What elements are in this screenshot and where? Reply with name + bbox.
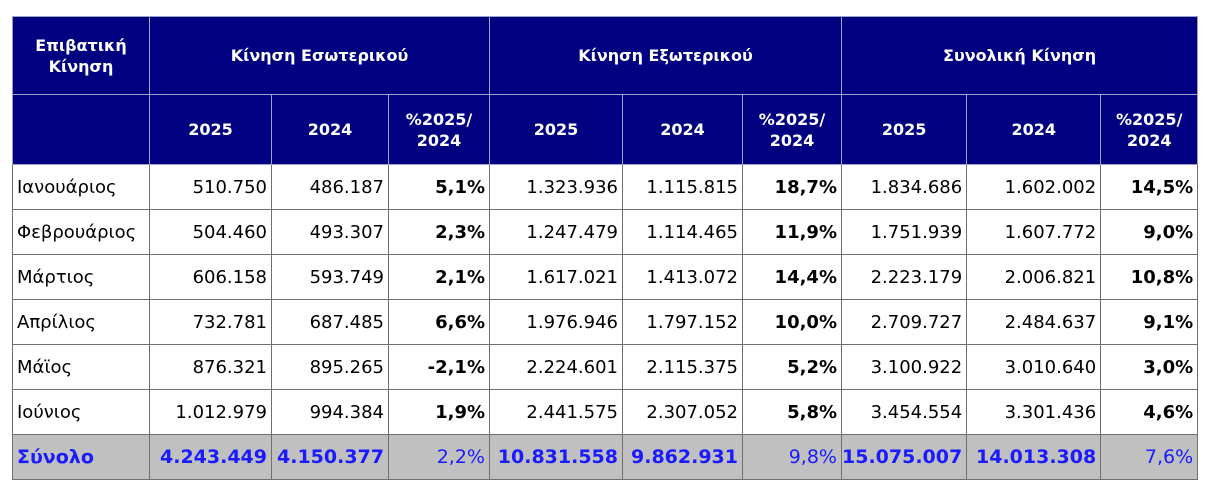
pct-change-cell: 5,2% (742, 344, 842, 390)
group-header-domestic: Κίνηση Εσωτερικού (149, 16, 490, 95)
table-row: Ιανουάριος 510.750 486.187 5,1% 1.323.936 1.1… (12, 164, 1199, 210)
total-label: Σύνολο (12, 434, 150, 480)
value-cell: 493.307 (271, 209, 389, 255)
col-header-2025: 2025 (840, 94, 968, 165)
month-cell: Απρίλιος (12, 299, 150, 345)
pct-change-cell: 5,8% (742, 389, 842, 435)
value-cell: 2.223.179 (840, 254, 968, 300)
pct-change-cell: 11,9% (742, 209, 842, 255)
value-cell: 2.441.575 (489, 389, 623, 435)
pct-change-cell: 5,1% (388, 164, 490, 210)
total-pct-cell: 7,6% (1100, 434, 1199, 480)
corner-header-blank (12, 94, 150, 165)
col-header-2025: 2025 (149, 94, 272, 165)
month-cell: Φεβρουάριος (12, 209, 150, 255)
value-cell: 1.602.002 (966, 164, 1102, 210)
pct-change-cell: 10,8% (1100, 254, 1199, 300)
table-row: Απρίλιος 732.781 687.485 6,6% 1.976.946 1.797… (12, 299, 1199, 345)
value-cell: 2.709.727 (840, 299, 968, 345)
value-cell: 876.321 (149, 344, 272, 390)
value-cell: 504.460 (149, 209, 272, 255)
value-cell: 994.384 (271, 389, 389, 435)
value-cell: 606.158 (149, 254, 272, 300)
group-header-international: Κίνηση Εξωτερικού (489, 16, 842, 95)
value-cell: 1.617.021 (489, 254, 623, 300)
value-cell: 3.454.554 (840, 389, 968, 435)
value-cell: 732.781 (149, 299, 272, 345)
value-cell: 593.749 (271, 254, 389, 300)
value-cell: 2.224.601 (489, 344, 623, 390)
month-cell: Μάρτιος (12, 254, 150, 300)
table-row: Μάρτιος 606.158 593.749 2,1% 1.617.021 1.413.… (12, 254, 1199, 300)
value-cell: 1.115.815 (622, 164, 743, 210)
value-cell: 1.012.979 (149, 389, 272, 435)
pct-change-cell: 9,1% (1100, 299, 1199, 345)
col-header-pct: %2025/ 2024 (388, 94, 490, 165)
pct-change-cell: 3,0% (1100, 344, 1199, 390)
value-cell: 2.006.821 (966, 254, 1102, 300)
value-cell: 3.010.640 (966, 344, 1102, 390)
pct-change-cell: 2,1% (388, 254, 490, 300)
value-cell: 2.484.637 (966, 299, 1102, 345)
value-cell: 1.607.772 (966, 209, 1102, 255)
col-header-2024: 2024 (966, 94, 1102, 165)
value-cell: 510.750 (149, 164, 272, 210)
col-header-2024: 2024 (622, 94, 743, 165)
total-cell: 9.862.931 (622, 434, 743, 480)
pct-change-cell: 10,0% (742, 299, 842, 345)
pct-change-cell: 18,7% (742, 164, 842, 210)
month-cell: Ιανουάριος (12, 164, 150, 210)
value-cell: 2.307.052 (622, 389, 743, 435)
total-cell: 15.075.007 (840, 434, 968, 480)
header-row-subcols: 2025 2024 %2025/ 2024 2025 2024 %2025/ 2… (12, 94, 1199, 165)
pct-change-cell: 6,6% (388, 299, 490, 345)
table-row: Φεβρουάριος 504.460 493.307 2,3% 1.247.479 1.… (12, 209, 1199, 255)
value-cell: 1.323.936 (489, 164, 623, 210)
month-cell: Ιούνιος (12, 389, 150, 435)
pct-change-cell: 2,3% (388, 209, 490, 255)
pct-change-cell: 1,9% (388, 389, 490, 435)
value-cell: 1.114.465 (622, 209, 743, 255)
pct-change-cell: 9,0% (1100, 209, 1199, 255)
total-row: Σύνολο 4.243.449 4.150.377 2,2% 10.831.5… (12, 434, 1199, 480)
total-cell: 10.831.558 (489, 434, 623, 480)
col-header-2025: 2025 (489, 94, 623, 165)
pct-change-cell: 14,5% (1100, 164, 1199, 210)
table-row: Ιούνιος 1.012.979 994.384 1,9% 2.441.575 2.30… (12, 389, 1199, 435)
value-cell: 486.187 (271, 164, 389, 210)
header-row-groups: Επιβατική Κίνηση Κίνηση Εσωτερικού Κίνησ… (12, 16, 1199, 95)
value-cell: 2.115.375 (622, 344, 743, 390)
pct-change-cell: 14,4% (742, 254, 842, 300)
value-cell: 1.413.072 (622, 254, 743, 300)
group-header-total: Συνολική Κίνηση (840, 16, 1199, 95)
total-pct-cell: 9,8% (742, 434, 842, 480)
pct-change-cell: 4,6% (1100, 389, 1199, 435)
total-cell: 14.013.308 (966, 434, 1102, 480)
value-cell: 895.265 (271, 344, 389, 390)
value-cell: 1.797.152 (622, 299, 743, 345)
corner-header: Επιβατική Κίνηση (12, 16, 150, 95)
value-cell: 3.100.922 (840, 344, 968, 390)
pct-change-cell: -2,1% (388, 344, 490, 390)
month-cell: Μάϊος (12, 344, 150, 390)
total-cell: 4.243.449 (149, 434, 272, 480)
passenger-traffic-table: Επιβατική Κίνηση Κίνηση Εσωτερικού Κίνησ… (12, 16, 1199, 480)
value-cell: 687.485 (271, 299, 389, 345)
total-pct-cell: 2,2% (388, 434, 490, 480)
col-header-2024: 2024 (271, 94, 389, 165)
value-cell: 3.301.436 (966, 389, 1102, 435)
col-header-pct: %2025/ 2024 (742, 94, 842, 165)
table-row: Μάϊος 876.321 895.265 -2,1% 2.224.601 2.115.3… (12, 344, 1199, 390)
value-cell: 1.976.946 (489, 299, 623, 345)
value-cell: 1.834.686 (840, 164, 968, 210)
value-cell: 1.751.939 (840, 209, 968, 255)
value-cell: 1.247.479 (489, 209, 623, 255)
col-header-pct: %2025/ 2024 (1100, 94, 1199, 165)
total-cell: 4.150.377 (271, 434, 389, 480)
